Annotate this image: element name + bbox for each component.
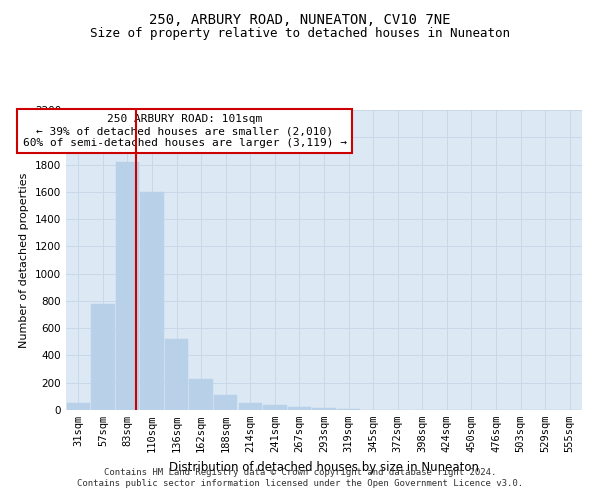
Text: 250 ARBURY ROAD: 101sqm
← 39% of detached houses are smaller (2,010)
60% of semi: 250 ARBURY ROAD: 101sqm ← 39% of detache… [23, 114, 347, 148]
Bar [67, 403, 90, 410]
Bar [165, 339, 188, 410]
Bar [313, 408, 335, 410]
Bar [263, 404, 287, 410]
Text: Size of property relative to detached houses in Nuneaton: Size of property relative to detached ho… [90, 28, 510, 40]
Text: Contains HM Land Registry data © Crown copyright and database right 2024.
Contai: Contains HM Land Registry data © Crown c… [77, 468, 523, 487]
Text: 250, ARBURY ROAD, NUNEATON, CV10 7NE: 250, ARBURY ROAD, NUNEATON, CV10 7NE [149, 12, 451, 26]
Bar [190, 378, 213, 410]
Bar [116, 162, 139, 410]
X-axis label: Distribution of detached houses by size in Nuneaton: Distribution of detached houses by size … [169, 460, 479, 473]
Bar [288, 406, 311, 410]
Y-axis label: Number of detached properties: Number of detached properties [19, 172, 29, 348]
Bar [239, 402, 262, 410]
Bar [91, 304, 115, 410]
Bar [140, 192, 164, 410]
Bar [214, 395, 238, 410]
